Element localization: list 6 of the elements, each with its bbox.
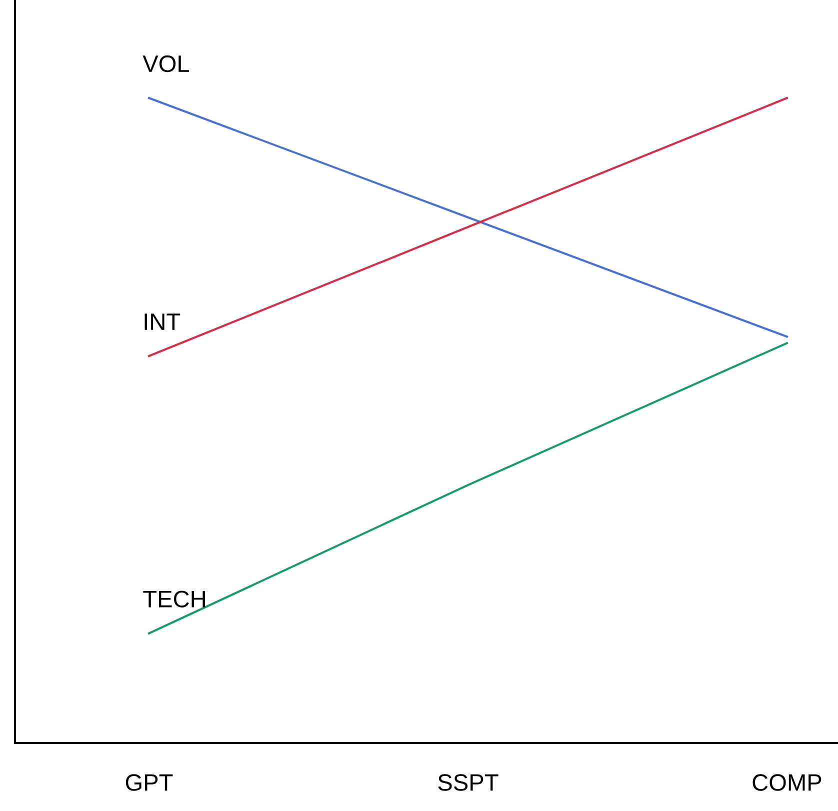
x-tick-label: SSPT <box>438 774 498 791</box>
x-tick-label: GPT <box>126 774 173 791</box>
x-tick-label: COMP <box>752 774 822 791</box>
series-label: VOL <box>142 55 190 72</box>
series-label: INT <box>144 314 180 330</box>
series-label: TECH <box>143 590 205 608</box>
